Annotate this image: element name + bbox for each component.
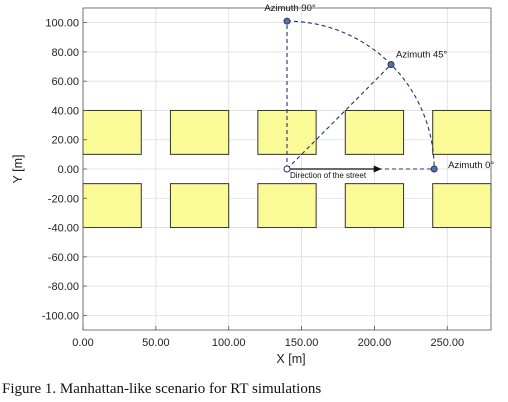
building-block: [169, 183, 230, 229]
x-tick-label: 50.00: [142, 337, 170, 349]
receiver-markers: [283, 17, 438, 173]
ray-path: [286, 64, 392, 170]
x-axis-title: X [m]: [276, 352, 305, 366]
receiver-label: Azimuth 0°: [448, 160, 494, 171]
receiver-label: Azimuth 90°: [264, 3, 316, 14]
x-tick-label: 150.00: [285, 337, 319, 349]
annotations: Azimuth 0° Azimuth 45° Azimuth 90° Directio…: [264, 3, 494, 180]
receiver-point: [430, 165, 438, 173]
y-tick-label: 60.00: [51, 76, 79, 88]
building-block: [169, 109, 230, 155]
receiver-label: Azimuth 45°: [396, 49, 448, 60]
building-block: [344, 183, 405, 229]
y-tick-label: 80.00: [51, 47, 79, 59]
x-tick-label: 200.00: [358, 337, 392, 349]
y-tick-label: -40.00: [48, 223, 79, 235]
y-tick-label: -80.00: [48, 281, 79, 293]
y-axis-title: Y [m]: [11, 155, 25, 184]
receiver-point: [387, 60, 395, 68]
y-tick-label: -20.00: [48, 193, 79, 205]
receiver-point: [283, 17, 291, 25]
street-direction-label: Direction of the street: [290, 171, 367, 180]
y-tick-label: 0.00: [58, 164, 79, 176]
x-tick-label: 100.00: [212, 337, 246, 349]
y-tick-label: -100.00: [42, 310, 79, 322]
x-tick-label: 250.00: [430, 337, 464, 349]
street-direction-arrowhead: [373, 165, 382, 173]
building-block: [82, 183, 142, 229]
building-block: [344, 109, 405, 155]
building-block: [432, 109, 492, 155]
x-tick-label: 0.00: [72, 337, 93, 349]
y-tick-label: 100.00: [45, 18, 79, 30]
y-tick-label: 20.00: [51, 135, 79, 147]
figure-caption: Figure 1. Manhattan-like scenario for RT…: [2, 381, 322, 397]
axis-ticks: 0.00 50.00 100.00 150.00 200.00 250.00 100.00 8…: [42, 18, 464, 349]
y-tick-label: 40.00: [51, 105, 79, 117]
building-block: [432, 183, 492, 229]
transmitter-point: [283, 165, 291, 173]
building-block: [257, 183, 317, 229]
building-block: [82, 109, 142, 155]
y-tick-label: -60.00: [48, 252, 79, 264]
